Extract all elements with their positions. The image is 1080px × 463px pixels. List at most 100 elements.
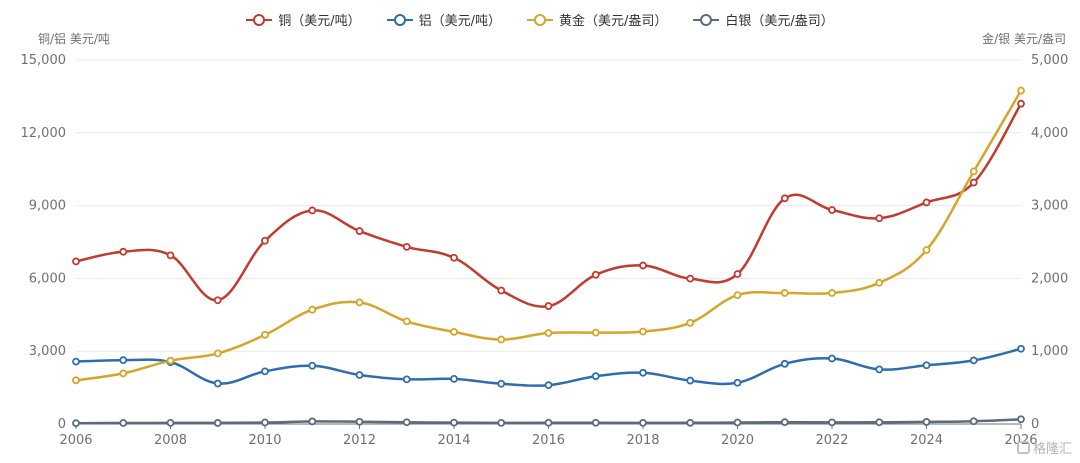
data-point-aluminum[interactable] — [497, 379, 506, 388]
data-point-aluminum[interactable] — [72, 357, 80, 366]
data-point-aluminum[interactable] — [639, 368, 647, 377]
data-point-gold[interactable] — [450, 328, 458, 336]
data-point-gold[interactable] — [261, 330, 269, 339]
legend-label-gold: 黄金（美元/盎司） — [559, 14, 668, 29]
y-left-tick-label: 9,000 — [29, 199, 66, 214]
x-tick-label: 2020 — [721, 433, 754, 448]
data-point-gold[interactable] — [402, 317, 411, 326]
data-point-aluminum[interactable] — [686, 376, 695, 385]
data-point-silver[interactable] — [497, 418, 506, 427]
data-point-silver[interactable] — [213, 419, 222, 427]
data-point-silver[interactable] — [1017, 415, 1025, 424]
data-point-gold[interactable] — [686, 318, 695, 327]
data-point-silver[interactable] — [733, 418, 742, 427]
legend-item-copper[interactable]: 铜（美元/吨） — [246, 10, 361, 29]
data-point-copper[interactable] — [686, 274, 695, 283]
data-point-aluminum[interactable] — [875, 365, 884, 374]
data-point-gold[interactable] — [922, 246, 931, 254]
y-left-tick-label: 3,000 — [29, 344, 66, 359]
data-point-copper[interactable] — [875, 214, 884, 223]
data-point-aluminum[interactable] — [780, 359, 789, 368]
data-point-gold[interactable] — [733, 291, 742, 300]
data-point-aluminum[interactable] — [591, 372, 600, 381]
data-point-copper[interactable] — [261, 236, 269, 245]
x-tick-label: 2010 — [248, 433, 281, 448]
data-point-copper[interactable] — [72, 257, 80, 266]
data-point-silver[interactable] — [308, 417, 317, 426]
data-point-copper[interactable] — [1017, 99, 1025, 108]
data-point-gold[interactable] — [355, 298, 364, 307]
data-point-gold[interactable] — [308, 305, 317, 314]
legend-item-gold[interactable]: 黄金（美元/盎司） — [527, 10, 667, 29]
data-point-silver[interactable] — [402, 418, 411, 427]
data-point-silver[interactable] — [355, 417, 364, 426]
data-point-copper[interactable] — [922, 198, 931, 207]
x-tick-label: 2012 — [343, 433, 376, 448]
data-point-silver[interactable] — [922, 418, 931, 426]
data-point-gold[interactable] — [639, 327, 647, 336]
data-point-copper[interactable] — [119, 247, 128, 256]
data-point-copper[interactable] — [639, 261, 647, 270]
data-point-gold[interactable] — [875, 278, 884, 287]
data-point-copper[interactable] — [213, 296, 222, 305]
data-point-aluminum[interactable] — [402, 375, 411, 384]
y-right-tick-label: 1,000 — [1031, 344, 1068, 359]
data-point-copper[interactable] — [497, 286, 506, 295]
data-point-silver[interactable] — [969, 417, 978, 426]
data-point-aluminum[interactable] — [922, 361, 931, 370]
data-point-aluminum[interactable] — [213, 379, 222, 388]
data-point-silver[interactable] — [72, 419, 80, 428]
data-point-silver[interactable] — [591, 418, 600, 427]
data-point-silver[interactable] — [686, 418, 695, 427]
data-point-gold[interactable] — [213, 349, 222, 358]
data-point-aluminum[interactable] — [355, 371, 364, 379]
data-point-copper[interactable] — [591, 270, 600, 279]
data-point-copper[interactable] — [308, 206, 317, 215]
data-point-gold[interactable] — [544, 329, 553, 337]
legend-item-silver[interactable]: 白银（美元/盎司） — [693, 10, 834, 29]
data-point-copper[interactable] — [733, 270, 742, 278]
data-point-aluminum[interactable] — [544, 381, 553, 390]
data-point-gold[interactable] — [969, 167, 978, 176]
data-point-silver[interactable] — [119, 419, 128, 427]
data-point-copper[interactable] — [402, 242, 411, 251]
data-point-copper[interactable] — [780, 194, 789, 203]
data-point-silver[interactable] — [261, 418, 269, 427]
legend-item-aluminum[interactable]: 铝（美元/吨） — [386, 10, 501, 29]
data-point-copper[interactable] — [355, 227, 364, 235]
data-point-aluminum[interactable] — [119, 356, 128, 365]
data-point-aluminum[interactable] — [308, 361, 317, 370]
watermark-text: 格隆汇 — [1032, 442, 1072, 457]
data-point-gold[interactable] — [1017, 86, 1025, 95]
data-point-aluminum[interactable] — [828, 354, 836, 363]
data-point-silver[interactable] — [166, 419, 175, 427]
data-point-aluminum[interactable] — [969, 356, 978, 365]
data-point-gold[interactable] — [780, 289, 789, 297]
data-point-gold[interactable] — [828, 289, 836, 297]
left-axis-unit-label: 铜/铝 美元/吨 — [38, 32, 110, 46]
data-point-copper[interactable] — [450, 253, 458, 262]
data-point-aluminum[interactable] — [261, 367, 269, 376]
right-axis-unit-label: 金/银 美元/盎司 — [982, 32, 1066, 46]
data-point-silver[interactable] — [639, 418, 647, 427]
data-point-silver[interactable] — [875, 418, 884, 427]
data-point-copper[interactable] — [166, 251, 175, 260]
y-right-tick-label: 4,000 — [1031, 126, 1068, 141]
legend-label-copper: 铜（美元/吨） — [278, 14, 361, 29]
data-point-silver[interactable] — [780, 418, 789, 427]
x-tick-label: 2014 — [437, 433, 470, 448]
data-point-silver[interactable] — [544, 418, 553, 427]
data-point-gold[interactable] — [166, 356, 175, 365]
data-point-copper[interactable] — [969, 178, 978, 187]
data-point-gold[interactable] — [591, 328, 600, 337]
data-point-gold[interactable] — [497, 335, 506, 344]
data-point-silver[interactable] — [828, 418, 836, 427]
data-point-aluminum[interactable] — [1017, 344, 1025, 353]
data-point-gold[interactable] — [72, 376, 80, 385]
data-point-gold[interactable] — [119, 369, 128, 378]
data-point-aluminum[interactable] — [733, 378, 742, 387]
data-point-silver[interactable] — [450, 418, 458, 427]
data-point-aluminum[interactable] — [450, 374, 458, 383]
data-point-copper[interactable] — [544, 302, 553, 310]
data-point-copper[interactable] — [828, 206, 836, 214]
